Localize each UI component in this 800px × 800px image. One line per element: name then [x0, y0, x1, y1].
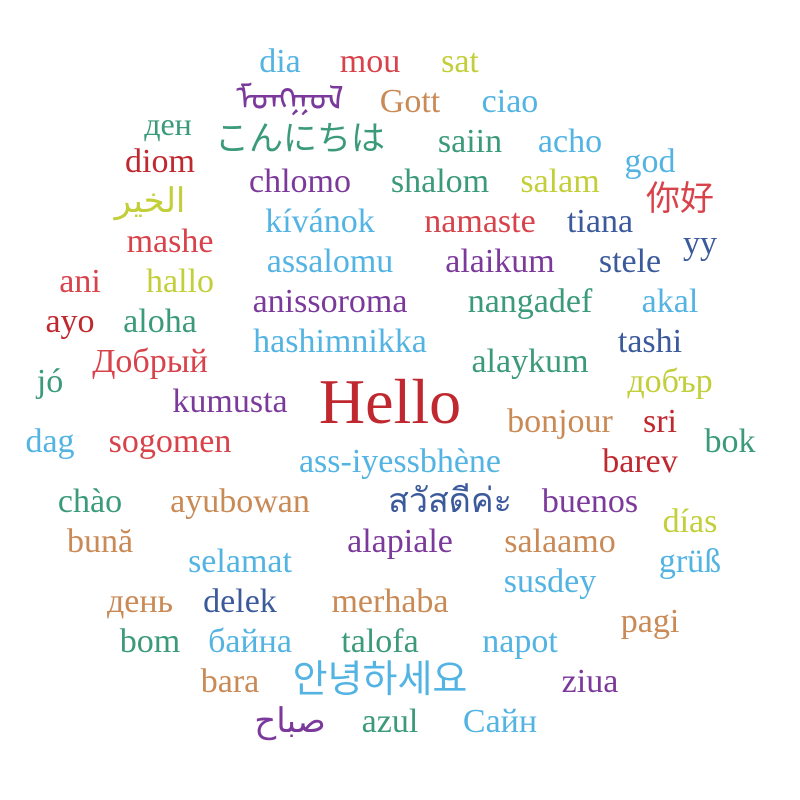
word-alaikum: alaikum — [445, 243, 555, 280]
word-salam: salam — [520, 163, 600, 200]
word-ciao: ciao — [481, 83, 539, 120]
word-item-71: Сайн — [462, 703, 538, 740]
word-alapiale: alapiale — [347, 523, 453, 560]
word-diom: diom — [125, 143, 195, 180]
word-item-58: день — [106, 583, 174, 620]
word-akal: akal — [641, 283, 699, 320]
word-jo: jó — [36, 363, 64, 400]
word-stele: stele — [598, 243, 662, 280]
word-mashe: mashe — [126, 223, 214, 260]
word-item-15: 你好 — [646, 181, 714, 218]
word-item-49: สวัสดีค่ะ — [388, 483, 512, 520]
word-item-7: こんにちは — [215, 121, 385, 158]
word-ziua: ziua — [561, 663, 619, 700]
word-item-6: ден — [144, 106, 192, 142]
word-selamat: selamat — [188, 543, 292, 580]
word-bonjour: bonjour — [507, 403, 613, 440]
word-item-21: уу — [683, 225, 717, 262]
word-namaste: namaste — [424, 203, 536, 240]
word-item-16: الخير — [114, 183, 186, 220]
word-sogomen: sogomen — [108, 423, 232, 460]
word-talofa: talofa — [341, 623, 419, 660]
word-gru: grüß — [658, 543, 722, 580]
word-assalomu: assalomu — [266, 243, 394, 280]
word-dia: dia — [259, 43, 301, 80]
word-ki-va-nok: kívánok — [265, 203, 375, 240]
word-buna: bună — [66, 523, 134, 560]
word-item-67: 안녕하세요 — [292, 659, 468, 701]
word-hashimnikka: hashimnikka — [253, 323, 427, 360]
word-shalom: shalom — [390, 163, 490, 200]
word-item-3: ᠮᠣᠩᠭᠣᠯ — [236, 81, 344, 118]
word-item-37: добър — [627, 363, 713, 400]
word-di-as: días — [662, 503, 718, 540]
word-merhaba: merhaba — [331, 583, 449, 620]
word-item-34: Добрый — [92, 343, 208, 380]
word-hallo: hallo — [146, 263, 214, 300]
word-susdey: susdey — [503, 563, 597, 600]
word-ani: ani — [59, 263, 101, 300]
word-item-69: صباح — [254, 703, 326, 740]
word-tashi: tashi — [617, 323, 683, 360]
word-chlomo: chlomo — [249, 163, 351, 200]
word-kumusta: kumusta — [172, 383, 288, 420]
word-mou: mou — [339, 43, 401, 80]
word-hello: Hello — [318, 366, 462, 437]
word-ayo: ayo — [45, 303, 95, 340]
word-barev: barev — [602, 443, 678, 480]
word-alaykum: alaykum — [471, 343, 589, 380]
word-buenos: buenos — [541, 483, 639, 520]
word-aloha: aloha — [123, 303, 197, 340]
word-saiin: saiin — [437, 123, 503, 160]
word-item-63: байна — [208, 623, 292, 660]
word-salaamo: salaamo — [504, 523, 616, 560]
word-tiana: tiana — [566, 203, 634, 240]
word-gott: Gott — [379, 83, 441, 120]
word-anissoroma: anissoroma — [252, 283, 408, 320]
word-dag: dag — [25, 423, 75, 460]
word-napot: napot — [482, 623, 558, 660]
word-sri: sri — [643, 403, 677, 440]
word-cha-o: chào — [57, 483, 123, 520]
word-pagi: pagi — [620, 603, 680, 640]
word-bok: bok — [704, 423, 756, 460]
word-bara: bara — [200, 663, 260, 700]
word-ass-iyessbhe-ne: ass-iyessbhène — [298, 443, 502, 480]
word-god: god — [624, 143, 676, 180]
word-nangadef: nangadef — [467, 283, 593, 320]
word-acho: acho — [537, 123, 603, 160]
word-azul: azul — [361, 703, 419, 740]
word-bom: bom — [119, 623, 181, 660]
word-ayubowan: ayubowan — [170, 483, 310, 520]
word-delek: delek — [203, 583, 277, 620]
word-sat: sat — [441, 43, 479, 80]
